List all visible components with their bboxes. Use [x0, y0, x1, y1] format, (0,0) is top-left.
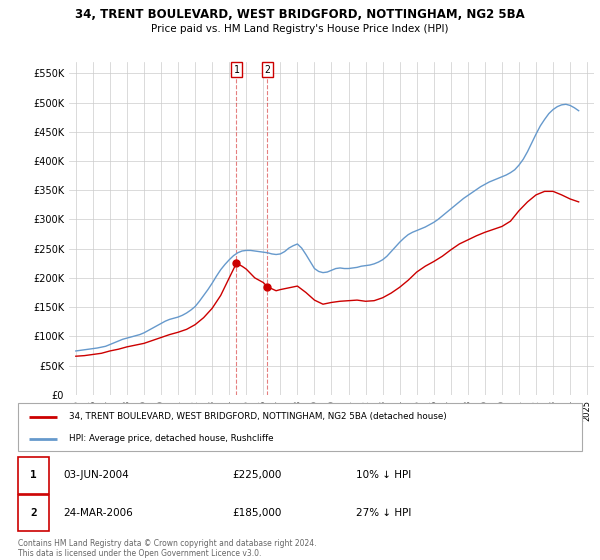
Text: 2: 2: [265, 65, 270, 75]
Bar: [18, 495, 49, 531]
Text: Contains HM Land Registry data © Crown copyright and database right 2024.
This d: Contains HM Land Registry data © Crown c…: [18, 539, 317, 558]
Text: 1: 1: [233, 65, 239, 75]
Text: 34, TRENT BOULEVARD, WEST BRIDGFORD, NOTTINGHAM, NG2 5BA: 34, TRENT BOULEVARD, WEST BRIDGFORD, NOT…: [75, 8, 525, 21]
Text: Price paid vs. HM Land Registry's House Price Index (HPI): Price paid vs. HM Land Registry's House …: [151, 24, 449, 34]
Text: £185,000: £185,000: [232, 508, 281, 518]
Text: 27% ↓ HPI: 27% ↓ HPI: [356, 508, 412, 518]
Text: 2: 2: [30, 508, 37, 518]
Text: £225,000: £225,000: [232, 470, 281, 480]
Text: 10% ↓ HPI: 10% ↓ HPI: [356, 470, 412, 480]
Text: 1: 1: [30, 470, 37, 480]
Bar: [18, 458, 49, 493]
Text: 34, TRENT BOULEVARD, WEST BRIDGFORD, NOTTINGHAM, NG2 5BA (detached house): 34, TRENT BOULEVARD, WEST BRIDGFORD, NOT…: [69, 412, 446, 421]
Text: 24-MAR-2006: 24-MAR-2006: [63, 508, 133, 518]
Text: HPI: Average price, detached house, Rushcliffe: HPI: Average price, detached house, Rush…: [69, 435, 273, 444]
Text: 03-JUN-2004: 03-JUN-2004: [63, 470, 129, 480]
